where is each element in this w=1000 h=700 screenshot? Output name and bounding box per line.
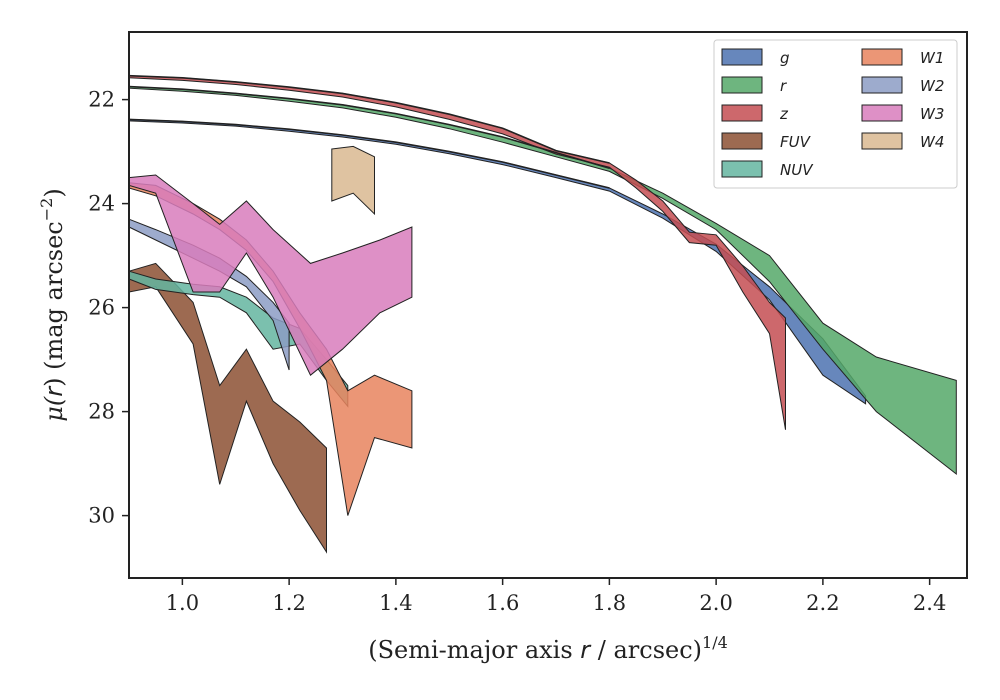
legend-swatch-g [721,48,763,66]
y-axis-label-main: μ( [40,396,68,422]
legend-swatch-z [721,104,763,122]
x-axis-ticks: 1.0 1.2 1.4 1.6 1.8 2.0 2.2 2.4 [166,578,946,615]
x-tick-label: 1.4 [379,591,412,615]
profile-line-1 [128,85,610,169]
x-tick-label: 1.0 [166,591,199,615]
legend: grz FUV NUV W1 W2 W3 W4 [713,39,958,189]
x-tick-label: 2.2 [806,591,839,615]
series-band-fuv [128,262,327,554]
x-tick-label: 1.2 [272,591,305,615]
x-axis-label-main: (Semi-major axis [368,636,580,664]
series-band-w4 [331,145,375,216]
legend-label-w3: W3 [920,105,944,123]
legend-label-z: z [779,105,789,123]
plot-frame [128,31,968,579]
y-axis-label-rest: ) (mag arcsec [40,221,68,387]
legend-label-r: r [780,77,787,95]
legend-swatch-nuv [721,160,763,178]
legend-label-w2: W2 [920,77,944,95]
legend-label-fuv: FUV [780,133,812,151]
y-axis-ticks: 22 24 26 28 30 [88,88,129,528]
x-axis-label: (Semi-major axis r / arcsec)1/4 [368,633,728,664]
x-axis-label-exponent: 1/4 [702,633,728,652]
legend-swatch-r [721,76,763,94]
legend-swatch-w1 [861,48,903,66]
y-tick-label: 24 [88,192,115,216]
legend-swatch-w4 [861,132,903,150]
y-tick-label: 30 [88,504,115,528]
y-axis-label-var: r [40,385,68,397]
legend-label-w1: W1 [920,49,944,67]
profile-center-lines [128,74,610,189]
legend-label-w4: W4 [920,133,944,151]
profile-line-0 [128,74,610,164]
x-tick-label: 1.8 [593,591,626,615]
legend-label-nuv: NUV [780,161,814,179]
x-tick-label: 2.4 [913,591,946,615]
profile-line-2 [128,118,610,189]
y-axis-label-exponent: −2 [37,198,56,222]
legend-swatch-fuv [721,132,763,150]
legend-swatch-w3 [861,104,903,122]
series-band-w3 [128,174,413,376]
x-axis-label-var: r [580,636,592,664]
y-tick-label: 26 [88,296,115,320]
x-tick-label: 2.0 [699,591,732,615]
y-axis-label-close: ) [40,188,68,197]
legend-swatch-w2 [861,76,903,94]
y-axis-label: μ(r) (mag arcsec−2) [37,188,68,421]
x-tick-label: 1.6 [486,591,519,615]
profile-bands [128,75,957,554]
y-tick-label: 28 [88,400,115,424]
legend-label-g: g [780,49,790,67]
x-axis-label-rest: / arcsec) [590,636,702,664]
y-tick-label: 22 [88,88,115,112]
